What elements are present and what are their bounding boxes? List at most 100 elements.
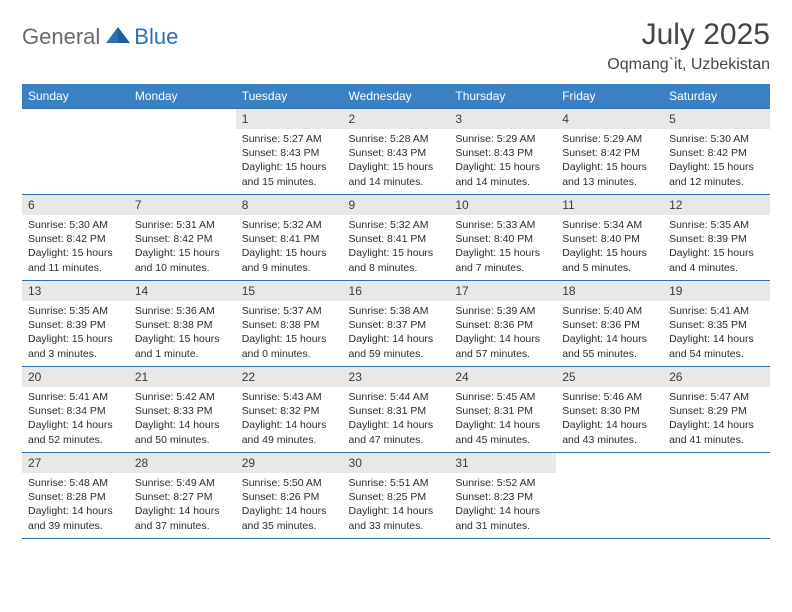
day-details: Sunrise: 5:30 AMSunset: 8:42 PMDaylight:… xyxy=(663,129,770,192)
header: General Blue July 2025 Oqmang`it, Uzbeki… xyxy=(22,18,770,74)
daylight-text: Daylight: 15 hours and 1 minute. xyxy=(135,332,230,360)
day-details: Sunrise: 5:33 AMSunset: 8:40 PMDaylight:… xyxy=(449,215,556,278)
day-number-empty xyxy=(663,453,770,473)
calendar-day-cell: 26Sunrise: 5:47 AMSunset: 8:29 PMDayligh… xyxy=(663,367,770,453)
calendar-day-cell: 23Sunrise: 5:44 AMSunset: 8:31 PMDayligh… xyxy=(343,367,450,453)
calendar-header-row: Sunday Monday Tuesday Wednesday Thursday… xyxy=(22,84,770,109)
sunrise-text: Sunrise: 5:48 AM xyxy=(28,476,123,490)
dow-tuesday: Tuesday xyxy=(236,84,343,109)
sunrise-text: Sunrise: 5:30 AM xyxy=(669,132,764,146)
daylight-text: Daylight: 15 hours and 11 minutes. xyxy=(28,246,123,274)
daylight-text: Daylight: 14 hours and 41 minutes. xyxy=(669,418,764,446)
sunrise-text: Sunrise: 5:47 AM xyxy=(669,390,764,404)
sunset-text: Sunset: 8:29 PM xyxy=(669,404,764,418)
sunrise-text: Sunrise: 5:43 AM xyxy=(242,390,337,404)
calendar-day-cell: 11Sunrise: 5:34 AMSunset: 8:40 PMDayligh… xyxy=(556,195,663,281)
day-number-empty xyxy=(556,453,663,473)
day-number: 7 xyxy=(129,195,236,215)
sunset-text: Sunset: 8:42 PM xyxy=(28,232,123,246)
sunset-text: Sunset: 8:43 PM xyxy=(349,146,444,160)
dow-thursday: Thursday xyxy=(449,84,556,109)
day-details: Sunrise: 5:29 AMSunset: 8:43 PMDaylight:… xyxy=(449,129,556,192)
day-number: 22 xyxy=(236,367,343,387)
day-number: 29 xyxy=(236,453,343,473)
calendar-day-cell: 14Sunrise: 5:36 AMSunset: 8:38 PMDayligh… xyxy=(129,281,236,367)
day-number: 5 xyxy=(663,109,770,129)
sunrise-text: Sunrise: 5:29 AM xyxy=(455,132,550,146)
sunset-text: Sunset: 8:42 PM xyxy=(562,146,657,160)
daylight-text: Daylight: 14 hours and 39 minutes. xyxy=(28,504,123,532)
day-number: 11 xyxy=(556,195,663,215)
sunrise-text: Sunrise: 5:34 AM xyxy=(562,218,657,232)
calendar-day-cell: 16Sunrise: 5:38 AMSunset: 8:37 PMDayligh… xyxy=(343,281,450,367)
sunset-text: Sunset: 8:25 PM xyxy=(349,490,444,504)
logo: General Blue xyxy=(22,18,178,50)
calendar-day-cell: 7Sunrise: 5:31 AMSunset: 8:42 PMDaylight… xyxy=(129,195,236,281)
day-number: 27 xyxy=(22,453,129,473)
daylight-text: Daylight: 14 hours and 31 minutes. xyxy=(455,504,550,532)
sunrise-text: Sunrise: 5:40 AM xyxy=(562,304,657,318)
daylight-text: Daylight: 14 hours and 49 minutes. xyxy=(242,418,337,446)
day-number: 24 xyxy=(449,367,556,387)
logo-mark-icon xyxy=(104,25,132,45)
calendar-day-cell: 13Sunrise: 5:35 AMSunset: 8:39 PMDayligh… xyxy=(22,281,129,367)
daylight-text: Daylight: 14 hours and 54 minutes. xyxy=(669,332,764,360)
calendar-day-cell: 28Sunrise: 5:49 AMSunset: 8:27 PMDayligh… xyxy=(129,453,236,539)
sunset-text: Sunset: 8:43 PM xyxy=(455,146,550,160)
calendar-day-cell: 21Sunrise: 5:42 AMSunset: 8:33 PMDayligh… xyxy=(129,367,236,453)
daylight-text: Daylight: 15 hours and 10 minutes. xyxy=(135,246,230,274)
location: Oqmang`it, Uzbekistan xyxy=(607,56,770,74)
dow-friday: Friday xyxy=(556,84,663,109)
sunrise-text: Sunrise: 5:32 AM xyxy=(242,218,337,232)
daylight-text: Daylight: 15 hours and 13 minutes. xyxy=(562,160,657,188)
daylight-text: Daylight: 14 hours and 45 minutes. xyxy=(455,418,550,446)
calendar-day-cell: 4Sunrise: 5:29 AMSunset: 8:42 PMDaylight… xyxy=(556,109,663,195)
daylight-text: Daylight: 14 hours and 55 minutes. xyxy=(562,332,657,360)
sunset-text: Sunset: 8:43 PM xyxy=(242,146,337,160)
day-details: Sunrise: 5:50 AMSunset: 8:26 PMDaylight:… xyxy=(236,473,343,536)
sunrise-text: Sunrise: 5:51 AM xyxy=(349,476,444,490)
day-number: 3 xyxy=(449,109,556,129)
sunrise-text: Sunrise: 5:44 AM xyxy=(349,390,444,404)
daylight-text: Daylight: 15 hours and 3 minutes. xyxy=(28,332,123,360)
sunset-text: Sunset: 8:32 PM xyxy=(242,404,337,418)
day-number: 16 xyxy=(343,281,450,301)
day-details: Sunrise: 5:28 AMSunset: 8:43 PMDaylight:… xyxy=(343,129,450,192)
calendar-day-cell: 2Sunrise: 5:28 AMSunset: 8:43 PMDaylight… xyxy=(343,109,450,195)
logo-text-blue: Blue xyxy=(134,24,178,50)
daylight-text: Daylight: 15 hours and 14 minutes. xyxy=(349,160,444,188)
day-details: Sunrise: 5:52 AMSunset: 8:23 PMDaylight:… xyxy=(449,473,556,536)
daylight-text: Daylight: 15 hours and 8 minutes. xyxy=(349,246,444,274)
day-number: 17 xyxy=(449,281,556,301)
daylight-text: Daylight: 14 hours and 43 minutes. xyxy=(562,418,657,446)
day-details: Sunrise: 5:47 AMSunset: 8:29 PMDaylight:… xyxy=(663,387,770,450)
sunset-text: Sunset: 8:31 PM xyxy=(455,404,550,418)
calendar-day-cell: 10Sunrise: 5:33 AMSunset: 8:40 PMDayligh… xyxy=(449,195,556,281)
day-number: 23 xyxy=(343,367,450,387)
calendar-day-cell: 29Sunrise: 5:50 AMSunset: 8:26 PMDayligh… xyxy=(236,453,343,539)
day-details: Sunrise: 5:31 AMSunset: 8:42 PMDaylight:… xyxy=(129,215,236,278)
sunset-text: Sunset: 8:30 PM xyxy=(562,404,657,418)
sunset-text: Sunset: 8:39 PM xyxy=(28,318,123,332)
day-details: Sunrise: 5:37 AMSunset: 8:38 PMDaylight:… xyxy=(236,301,343,364)
day-details: Sunrise: 5:48 AMSunset: 8:28 PMDaylight:… xyxy=(22,473,129,536)
sunrise-text: Sunrise: 5:46 AM xyxy=(562,390,657,404)
calendar-week-row: 20Sunrise: 5:41 AMSunset: 8:34 PMDayligh… xyxy=(22,367,770,453)
calendar-day-cell: 31Sunrise: 5:52 AMSunset: 8:23 PMDayligh… xyxy=(449,453,556,539)
daylight-text: Daylight: 15 hours and 4 minutes. xyxy=(669,246,764,274)
sunrise-text: Sunrise: 5:41 AM xyxy=(669,304,764,318)
sunset-text: Sunset: 8:26 PM xyxy=(242,490,337,504)
calendar-week-row: 13Sunrise: 5:35 AMSunset: 8:39 PMDayligh… xyxy=(22,281,770,367)
logo-text-general: General xyxy=(22,24,100,50)
sunrise-text: Sunrise: 5:27 AM xyxy=(242,132,337,146)
day-details: Sunrise: 5:46 AMSunset: 8:30 PMDaylight:… xyxy=(556,387,663,450)
day-details: Sunrise: 5:45 AMSunset: 8:31 PMDaylight:… xyxy=(449,387,556,450)
day-details: Sunrise: 5:44 AMSunset: 8:31 PMDaylight:… xyxy=(343,387,450,450)
day-details: Sunrise: 5:27 AMSunset: 8:43 PMDaylight:… xyxy=(236,129,343,192)
daylight-text: Daylight: 15 hours and 15 minutes. xyxy=(242,160,337,188)
sunrise-text: Sunrise: 5:49 AM xyxy=(135,476,230,490)
calendar-day-cell: 5Sunrise: 5:30 AMSunset: 8:42 PMDaylight… xyxy=(663,109,770,195)
sunrise-text: Sunrise: 5:38 AM xyxy=(349,304,444,318)
day-details: Sunrise: 5:39 AMSunset: 8:36 PMDaylight:… xyxy=(449,301,556,364)
day-number: 25 xyxy=(556,367,663,387)
